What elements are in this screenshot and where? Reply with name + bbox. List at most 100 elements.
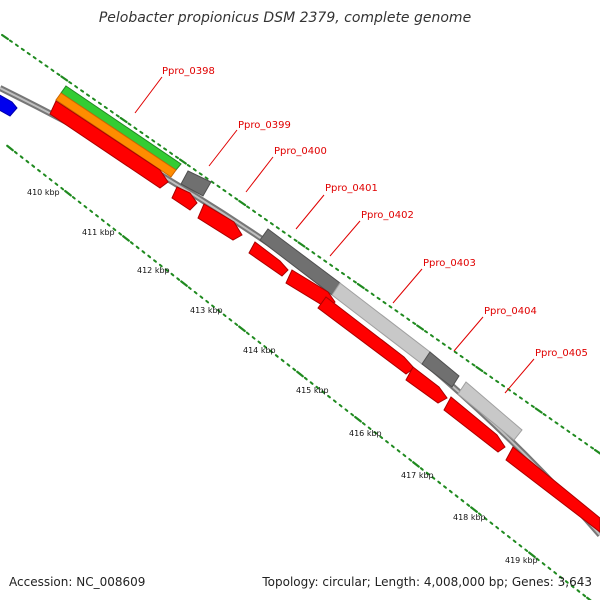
minor-tick <box>453 350 458 355</box>
minor-tick <box>582 593 587 598</box>
minor-tick <box>20 47 25 52</box>
scale-label-410: 410 kbp <box>27 188 60 197</box>
minor-tick <box>572 433 577 438</box>
scale-label-415: 415 kbp <box>296 386 329 395</box>
minor-tick <box>576 589 581 593</box>
minor-tick <box>157 143 162 147</box>
scale-label-411: 411 kbp <box>82 228 115 237</box>
major-tick <box>178 158 187 165</box>
minor-tick <box>382 300 387 305</box>
minor-tick <box>83 205 88 209</box>
cds-arrow-0405-b <box>505 446 600 533</box>
minor-tick <box>530 404 535 408</box>
minor-tick <box>176 277 181 281</box>
minor-tick <box>204 176 209 180</box>
minor-tick <box>205 299 210 304</box>
minor-tick <box>19 155 24 159</box>
gene-label-ppro-0402: Ppro_0402 <box>361 210 414 221</box>
minor-tick <box>553 571 558 575</box>
minor-tick <box>71 196 76 200</box>
minor-tick <box>524 400 529 404</box>
scale-label-416: 416 kbp <box>349 429 382 438</box>
blue-feature <box>0 94 18 117</box>
minor-tick <box>541 562 546 566</box>
minor-tick <box>186 164 191 168</box>
minor-tick <box>13 150 18 155</box>
minor-tick <box>460 498 465 503</box>
accession-text: Accession: NC_008609 <box>9 575 145 589</box>
minor-tick <box>14 43 19 47</box>
minor-tick <box>31 164 36 168</box>
map-title: Pelobacter propionicus DSM 2379, complet… <box>99 10 471 26</box>
minor-tick <box>554 421 559 425</box>
minor-tick <box>74 85 79 89</box>
minor-tick <box>376 296 381 301</box>
minor-tick <box>495 525 500 530</box>
minor-tick <box>367 426 372 430</box>
minor-tick <box>37 168 41 173</box>
minor-tick <box>147 254 152 259</box>
gene-label-ppro-0399: Ppro_0399 <box>238 120 291 131</box>
minor-tick <box>175 155 179 159</box>
minor-tick <box>56 72 61 76</box>
minor-tick <box>139 130 144 135</box>
minor-tick <box>222 188 227 193</box>
minor-tick <box>465 359 470 363</box>
minor-tick <box>305 247 310 251</box>
minor-tick <box>60 186 65 191</box>
major-tick <box>356 282 365 290</box>
minor-tick <box>228 193 233 197</box>
cds-arrow-0403 <box>317 296 415 375</box>
gene-block-light-0404 <box>457 381 523 441</box>
minor-tick <box>443 485 447 489</box>
scale-label-413: 413 kbp <box>190 306 223 315</box>
inner-tick-ring <box>6 144 592 600</box>
scale-label-417: 417 kbp <box>401 471 434 480</box>
minor-tick <box>477 512 482 516</box>
minor-tick <box>133 126 138 130</box>
minor-tick <box>95 214 99 218</box>
minor-tick <box>370 292 375 296</box>
minor-tick <box>275 226 280 230</box>
scale-label-412: 412 kbp <box>137 266 170 275</box>
minor-tick <box>483 371 488 375</box>
minor-tick <box>32 56 37 60</box>
minor-tick <box>352 280 357 284</box>
major-tick <box>528 551 536 559</box>
minor-tick <box>518 396 523 400</box>
minor-tick <box>489 521 494 525</box>
major-tick <box>534 407 543 414</box>
minor-tick <box>286 363 291 367</box>
minor-tick <box>153 259 157 263</box>
gene-label-group-0405: Ppro_0405 <box>504 348 588 394</box>
minor-tick <box>86 93 90 97</box>
minor-tick <box>210 180 215 184</box>
scale-label-414: 414 kbp <box>243 346 276 355</box>
minor-tick <box>8 39 13 43</box>
minor-tick <box>50 68 55 72</box>
minor-tick <box>145 134 150 139</box>
minor-tick <box>424 330 428 334</box>
minor-tick <box>321 390 326 394</box>
minor-tick <box>430 334 434 338</box>
minor-tick <box>447 346 452 350</box>
minor-tick <box>385 440 389 444</box>
minor-tick <box>170 272 175 277</box>
minor-tick <box>466 503 471 507</box>
major-tick <box>354 415 362 423</box>
gene-label-ppro-0398: Ppro_0398 <box>162 66 215 77</box>
minor-tick <box>54 182 59 186</box>
minor-tick <box>163 147 168 151</box>
gene-label-group-0403: Ppro_0403 <box>392 258 476 304</box>
minor-tick <box>245 331 250 336</box>
gene-label-group-0404: Ppro_0404 <box>453 306 537 352</box>
cds-arrow-0398 <box>49 100 169 189</box>
minor-tick <box>234 322 239 326</box>
minor-tick <box>564 580 569 584</box>
minor-tick <box>141 250 146 254</box>
minor-tick <box>129 241 134 245</box>
minor-tick <box>158 263 163 268</box>
major-tick <box>470 506 478 513</box>
minor-tick <box>400 313 405 317</box>
minor-tick <box>535 557 540 562</box>
